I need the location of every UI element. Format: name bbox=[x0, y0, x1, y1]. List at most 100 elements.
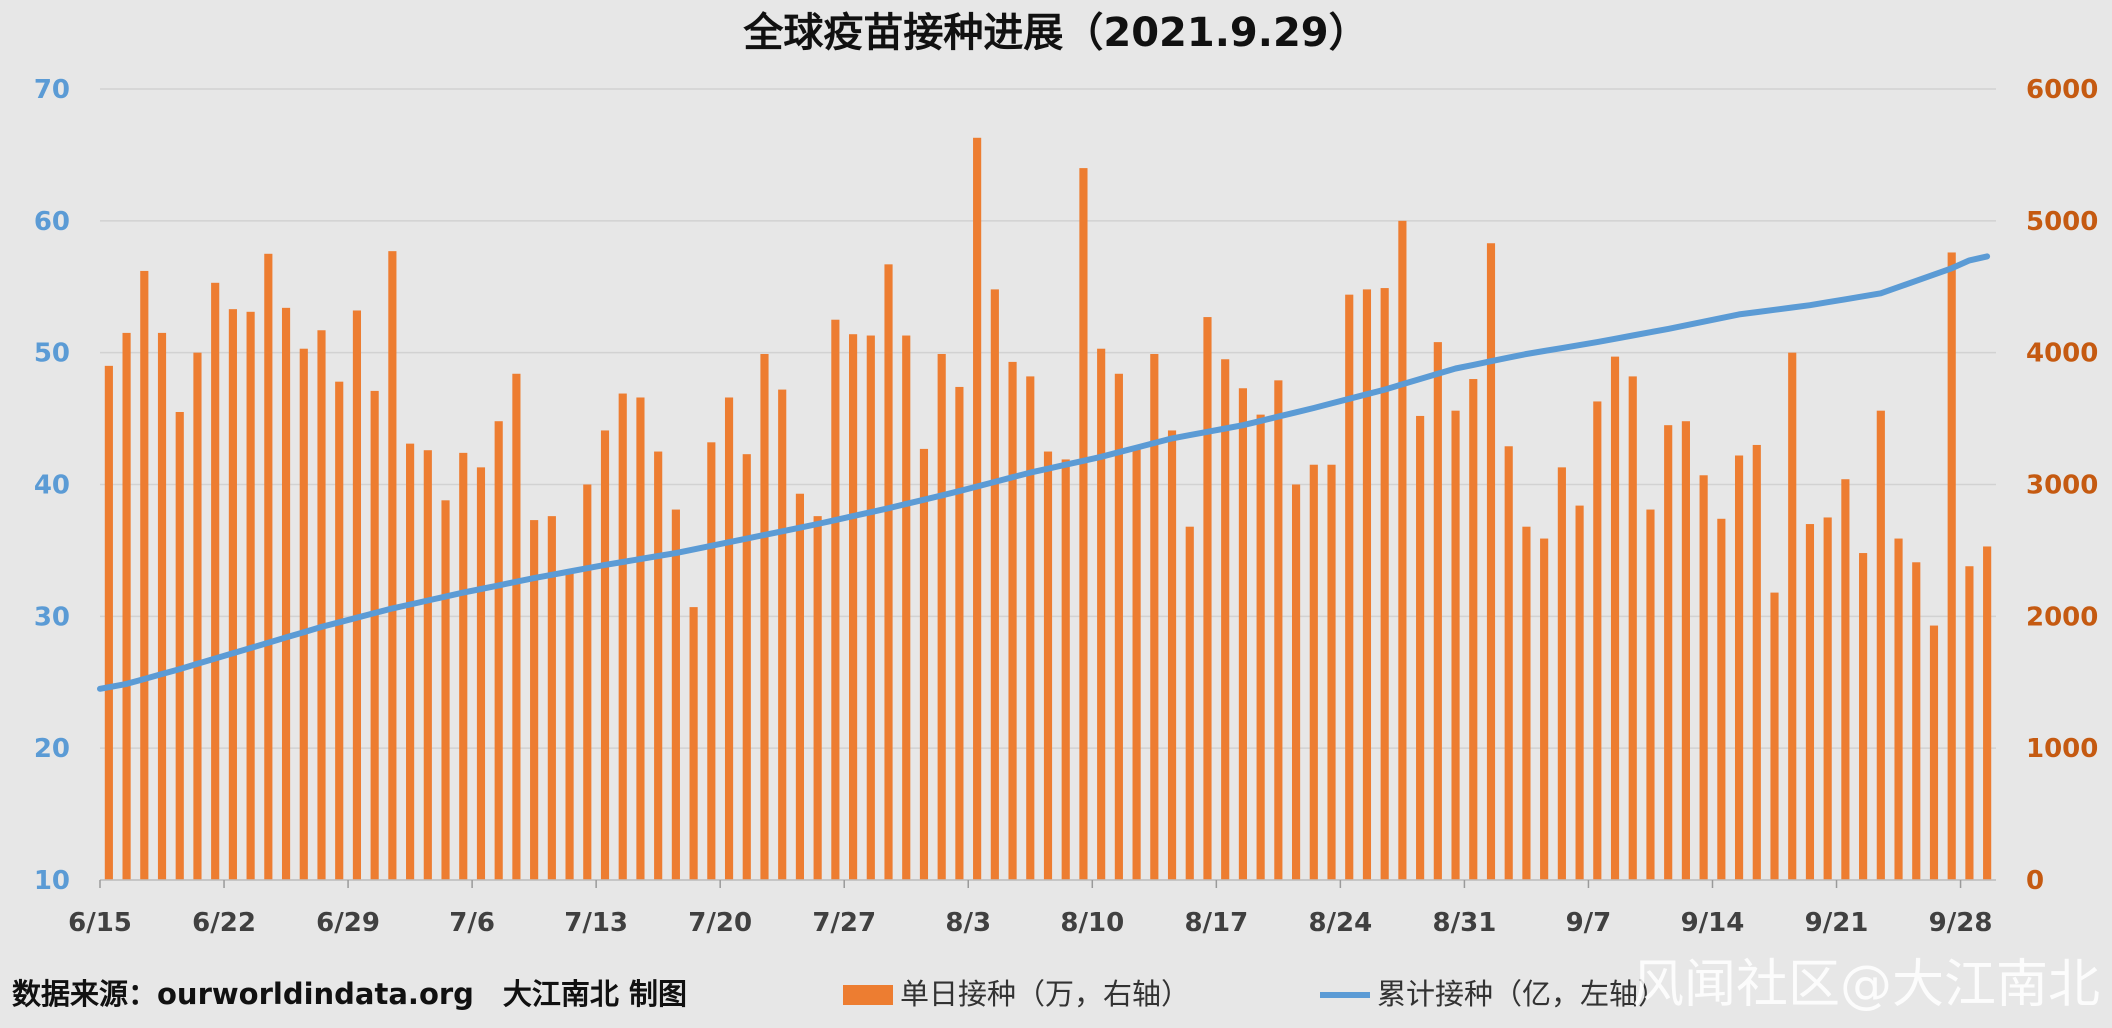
daily-bar bbox=[742, 454, 751, 880]
watermark: 风闻社区@大江南北 bbox=[1632, 955, 2100, 1015]
daily-bar bbox=[512, 373, 521, 880]
daily-bar bbox=[1097, 348, 1106, 880]
daily-bar bbox=[1256, 414, 1265, 880]
daily-bar bbox=[902, 335, 911, 880]
daily-bar bbox=[459, 452, 468, 880]
daily-bar bbox=[1823, 517, 1832, 880]
daily-bar bbox=[406, 443, 415, 880]
x-tick-label: 8/3 bbox=[945, 908, 991, 938]
daily-bar bbox=[423, 450, 432, 880]
right-y-tick-label: 0 bbox=[2026, 866, 2044, 896]
x-tick-label: 8/10 bbox=[1060, 908, 1124, 938]
daily-bar bbox=[1770, 592, 1779, 880]
daily-bar bbox=[831, 319, 840, 880]
daily-bar bbox=[1167, 430, 1177, 880]
x-tick-label: 9/14 bbox=[1681, 908, 1745, 938]
daily-bar bbox=[1540, 538, 1549, 880]
daily-bar bbox=[990, 289, 999, 880]
daily-bar bbox=[1132, 448, 1141, 880]
daily-bar bbox=[441, 500, 450, 880]
daily-bar bbox=[1043, 451, 1053, 880]
daily-bar bbox=[1664, 425, 1673, 880]
daily-bar bbox=[1238, 388, 1247, 880]
daily-bar bbox=[228, 309, 237, 881]
right-y-tick-label: 5000 bbox=[2026, 207, 2098, 237]
daily-bar bbox=[636, 397, 645, 880]
daily-bar bbox=[1221, 359, 1230, 881]
daily-bar bbox=[281, 307, 291, 880]
daily-bar bbox=[671, 509, 680, 880]
right-y-axis: 0 1000 2000 3000 4000 5000 6000 bbox=[2026, 75, 2098, 896]
daily-bar bbox=[654, 451, 663, 880]
daily-bar bbox=[1717, 518, 1726, 880]
daily-bar bbox=[1965, 566, 1974, 880]
daily-bar bbox=[157, 332, 167, 880]
daily-bar bbox=[1150, 353, 1159, 880]
daily-bar bbox=[618, 393, 627, 880]
daily-bar bbox=[1575, 505, 1584, 880]
x-tick-label: 7/6 bbox=[449, 908, 495, 938]
left-y-tick-label: 50 bbox=[34, 339, 70, 369]
daily-bar bbox=[1274, 380, 1283, 880]
daily-bar bbox=[1203, 317, 1212, 880]
x-tick-label: 8/24 bbox=[1308, 908, 1372, 938]
daily-bar bbox=[1291, 484, 1301, 880]
x-tick-label: 9/7 bbox=[1566, 908, 1612, 938]
daily-bar bbox=[565, 571, 574, 880]
x-tick-label: 6/22 bbox=[192, 908, 256, 938]
daily-bar bbox=[388, 251, 397, 880]
daily-bar bbox=[1380, 288, 1389, 880]
x-tick-label: 7/13 bbox=[564, 908, 628, 938]
daily-bar bbox=[1788, 352, 1797, 881]
daily-bar bbox=[1805, 524, 1815, 880]
chart-title: 全球疫苗接种进展（2021.9.29） bbox=[742, 10, 1368, 56]
daily-bar bbox=[1469, 379, 1478, 880]
legend-bar-swatch bbox=[843, 985, 893, 1005]
daily-bar bbox=[1557, 467, 1566, 880]
daily-bar bbox=[1876, 410, 1885, 880]
right-y-tick-label: 2000 bbox=[2026, 602, 2098, 632]
daily-bar bbox=[884, 264, 893, 880]
source-note: 数据来源：ourworldindata.org 大江南北 制图 bbox=[12, 977, 687, 1011]
daily-bar bbox=[193, 352, 202, 881]
daily-bar bbox=[530, 520, 539, 880]
daily-bar bbox=[849, 334, 858, 881]
daily-bar bbox=[1752, 444, 1761, 880]
x-tick-label: 9/21 bbox=[1805, 908, 1869, 938]
daily-bar bbox=[122, 332, 131, 880]
x-axis: 6/15 6/22 6/29 7/6 7/13 7/20 7/27 8/3 8/10 8/17 8/… bbox=[68, 879, 1996, 938]
daily-bar bbox=[1362, 289, 1372, 880]
x-tick-label: 8/17 bbox=[1184, 908, 1248, 938]
right-y-tick-label: 6000 bbox=[2026, 75, 2098, 105]
daily-bar bbox=[973, 137, 982, 881]
daily-bar bbox=[1894, 538, 1903, 880]
right-y-tick-label: 3000 bbox=[2026, 471, 2098, 501]
daily-bar bbox=[1522, 526, 1531, 880]
daily-bar bbox=[937, 353, 946, 880]
cumulative-line bbox=[97, 253, 1991, 692]
daily-bar bbox=[1681, 421, 1690, 880]
daily-bar bbox=[795, 493, 805, 880]
daily-bar bbox=[778, 389, 787, 880]
left-y-axis: 10 20 30 40 50 60 70 bbox=[34, 75, 70, 896]
daily-bar bbox=[1699, 475, 1708, 880]
daily-bar bbox=[1309, 464, 1318, 880]
daily-bar bbox=[1008, 361, 1017, 880]
left-y-tick-label: 20 bbox=[34, 734, 70, 764]
x-tick-label: 6/29 bbox=[316, 908, 380, 938]
daily-bar bbox=[352, 310, 362, 881]
daily-bar bbox=[175, 411, 184, 880]
daily-bar bbox=[1486, 243, 1496, 880]
daily-bars bbox=[104, 137, 1992, 881]
daily-bar bbox=[1416, 415, 1425, 880]
daily-bar bbox=[707, 442, 716, 880]
daily-bar bbox=[547, 516, 556, 880]
left-y-tick-label: 10 bbox=[34, 866, 70, 896]
left-y-tick-label: 30 bbox=[34, 602, 70, 632]
daily-bar bbox=[1398, 220, 1407, 881]
daily-bar bbox=[1628, 376, 1637, 880]
daily-bar bbox=[140, 270, 149, 880]
x-tick-label: 7/27 bbox=[812, 908, 876, 938]
